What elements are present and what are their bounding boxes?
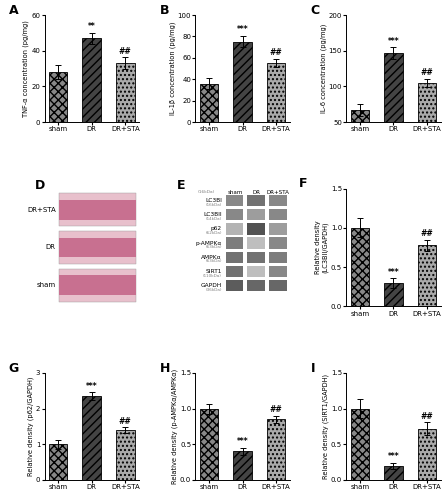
Bar (269, 238, 287, 248)
Text: DR: DR (46, 244, 56, 250)
Text: DR+STA: DR+STA (27, 207, 56, 213)
Text: ***: *** (237, 26, 248, 35)
Text: I: I (311, 362, 315, 375)
Bar (267, 63, 285, 122)
Bar (418, 83, 436, 158)
Bar (384, 466, 403, 480)
Y-axis label: Relative density (SIRT1/GAPDH): Relative density (SIRT1/GAPDH) (322, 374, 329, 479)
Y-axis label: Relative density
(LC3BII/GAPDH): Relative density (LC3BII/GAPDH) (315, 220, 329, 274)
Bar (226, 280, 243, 291)
Text: ##: ## (119, 417, 132, 426)
Bar (200, 408, 218, 480)
Bar (418, 245, 436, 306)
Text: (14kDa): (14kDa) (206, 217, 222, 221)
Bar (49, 72, 67, 122)
Bar (269, 252, 287, 263)
Bar (384, 53, 403, 158)
Y-axis label: IL-1β concentration (pg/mg): IL-1β concentration (pg/mg) (169, 22, 176, 116)
Text: H: H (160, 362, 170, 375)
Text: (63kDa): (63kDa) (205, 260, 222, 264)
Text: **: ** (88, 22, 96, 31)
Text: F: F (299, 177, 307, 190)
Bar (49, 444, 67, 480)
Text: sham: sham (36, 282, 56, 288)
Text: E: E (177, 179, 185, 192)
Text: (16kDa): (16kDa) (197, 190, 214, 194)
Bar (226, 238, 243, 248)
Text: (16kDa): (16kDa) (206, 203, 222, 207)
Bar (200, 84, 218, 122)
Bar (226, 195, 243, 206)
Text: ***: *** (237, 438, 248, 446)
Bar (226, 252, 243, 263)
Bar (351, 408, 369, 480)
Bar (247, 252, 265, 263)
Text: B: B (160, 4, 169, 18)
Bar (351, 228, 369, 306)
Bar (247, 224, 265, 234)
Bar (269, 280, 287, 291)
Bar (269, 266, 287, 277)
Bar (59, 231, 136, 264)
Text: SIRT1: SIRT1 (206, 269, 222, 274)
Text: ***: *** (86, 382, 97, 390)
Text: ##: ## (270, 48, 283, 57)
Text: ##: ## (421, 412, 433, 420)
Bar (269, 195, 287, 206)
Text: ##: ## (421, 68, 433, 77)
Text: ##: ## (119, 47, 132, 56)
Bar (247, 280, 265, 291)
Bar (269, 224, 287, 234)
Bar (226, 209, 243, 220)
Bar (116, 63, 134, 122)
Y-axis label: IL-6 concentration (pg/mg): IL-6 concentration (pg/mg) (320, 24, 327, 114)
Bar (59, 194, 136, 226)
Text: DR: DR (253, 190, 261, 194)
Bar (269, 209, 287, 220)
Text: AMPKα: AMPKα (201, 254, 222, 260)
Bar (267, 420, 285, 480)
Text: DR+STA: DR+STA (267, 190, 290, 194)
Text: C: C (311, 4, 320, 18)
Bar (226, 224, 243, 234)
Text: ***: *** (388, 452, 399, 462)
Bar (418, 428, 436, 480)
Y-axis label: Relative density (p-AMPKα/AMPKα): Relative density (p-AMPKα/AMPKα) (171, 369, 178, 484)
Text: A: A (8, 4, 18, 18)
Bar (116, 430, 134, 480)
Bar (247, 266, 265, 277)
Text: (110kDa): (110kDa) (203, 274, 222, 278)
Bar (233, 452, 252, 480)
Text: D: D (35, 179, 45, 192)
Text: GAPDH: GAPDH (201, 283, 222, 288)
Text: (63kDa): (63kDa) (205, 246, 222, 250)
Text: ##: ## (270, 406, 283, 414)
Text: (36kDa): (36kDa) (205, 288, 222, 292)
Bar (226, 266, 243, 277)
Text: sham: sham (227, 190, 243, 194)
Text: (62kDa): (62kDa) (205, 231, 222, 235)
Bar (59, 276, 136, 295)
Y-axis label: TNF-α concentration (pg/mg): TNF-α concentration (pg/mg) (23, 20, 29, 117)
Text: ***: *** (388, 36, 399, 46)
Bar (59, 238, 136, 258)
Bar (82, 38, 101, 122)
Y-axis label: Relative density (p62/GAPDH): Relative density (p62/GAPDH) (27, 376, 34, 476)
Text: G: G (8, 362, 19, 375)
Bar (233, 42, 252, 122)
Bar (59, 200, 136, 220)
Bar (247, 209, 265, 220)
Text: p62: p62 (210, 226, 222, 232)
Bar (247, 238, 265, 248)
Bar (351, 110, 369, 158)
Bar (82, 396, 101, 480)
Bar (384, 283, 403, 306)
Text: ***: *** (388, 268, 399, 278)
Bar (247, 195, 265, 206)
Text: LC3BII: LC3BII (203, 212, 222, 218)
Text: p-AMPKα: p-AMPKα (195, 240, 222, 246)
Bar (59, 268, 136, 302)
Text: ##: ## (421, 229, 433, 238)
Text: LC3BI: LC3BI (205, 198, 222, 203)
